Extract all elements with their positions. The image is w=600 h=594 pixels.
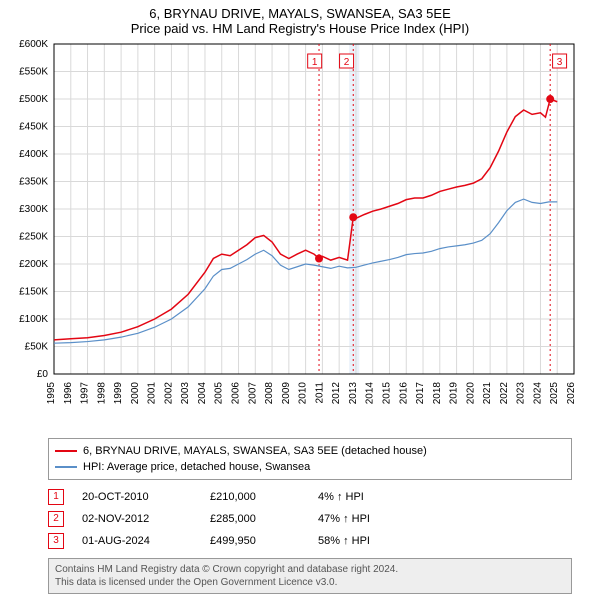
- chart: £0 £50K £100K £150K £200K £250K £300K £350K £400…: [0, 40, 600, 430]
- svg-text:2005: 2005: [214, 382, 225, 405]
- svg-text:2012: 2012: [331, 382, 342, 405]
- legend-row: 6, BRYNAU DRIVE, MAYALS, SWANSEA, SA3 5E…: [55, 443, 565, 459]
- svg-text:2017: 2017: [415, 382, 426, 405]
- svg-text:2002: 2002: [163, 382, 174, 405]
- sale-date: 20-OCT-2010: [82, 491, 192, 503]
- title-line2: Price paid vs. HM Land Registry's House …: [0, 21, 600, 36]
- sale-hpi: 58% ↑ HPI: [318, 535, 418, 547]
- svg-text:2013: 2013: [348, 382, 359, 405]
- sale-price: £210,000: [210, 491, 300, 503]
- svg-text:£200K: £200K: [19, 259, 48, 270]
- footer-line1: Contains HM Land Registry data © Crown c…: [55, 563, 565, 576]
- title-line1: 6, BRYNAU DRIVE, MAYALS, SWANSEA, SA3 5E…: [0, 6, 600, 21]
- svg-text:2022: 2022: [499, 382, 510, 405]
- svg-text:2018: 2018: [432, 382, 443, 405]
- legend-swatch: [55, 466, 77, 468]
- svg-text:2016: 2016: [398, 382, 409, 405]
- sale-date: 01-AUG-2024: [82, 535, 192, 547]
- svg-text:2006: 2006: [231, 382, 242, 405]
- svg-text:£100K: £100K: [19, 314, 48, 325]
- sale-price: £499,950: [210, 535, 300, 547]
- sale-date: 02-NOV-2012: [82, 513, 192, 525]
- svg-text:2026: 2026: [566, 382, 577, 405]
- footer: Contains HM Land Registry data © Crown c…: [48, 558, 572, 594]
- svg-text:2001: 2001: [147, 382, 158, 405]
- svg-text:2000: 2000: [130, 382, 141, 405]
- svg-text:£450K: £450K: [19, 122, 48, 133]
- legend-label: 6, BRYNAU DRIVE, MAYALS, SWANSEA, SA3 5E…: [83, 445, 427, 457]
- sale-price: £285,000: [210, 513, 300, 525]
- svg-text:2: 2: [344, 57, 350, 68]
- sale-number-box: 1: [48, 489, 64, 505]
- svg-text:3: 3: [557, 57, 563, 68]
- svg-text:2008: 2008: [264, 382, 275, 405]
- svg-text:2020: 2020: [465, 382, 476, 405]
- sale-row: 1 20-OCT-2010 £210,000 4% ↑ HPI: [48, 486, 572, 508]
- svg-text:2023: 2023: [516, 382, 527, 405]
- sale-row: 3 01-AUG-2024 £499,950 58% ↑ HPI: [48, 530, 572, 552]
- svg-text:2021: 2021: [482, 382, 493, 405]
- svg-text:1998: 1998: [96, 382, 107, 405]
- svg-text:2014: 2014: [365, 382, 376, 405]
- svg-text:1999: 1999: [113, 382, 124, 405]
- footer-line2: This data is licensed under the Open Gov…: [55, 576, 565, 589]
- svg-text:£400K: £400K: [19, 149, 48, 160]
- svg-text:1995: 1995: [46, 382, 57, 405]
- svg-text:£150K: £150K: [19, 287, 48, 298]
- legend-swatch: [55, 450, 77, 452]
- svg-text:2004: 2004: [197, 382, 208, 405]
- chart-svg: £0 £50K £100K £150K £200K £250K £300K £350K £400…: [0, 40, 600, 430]
- svg-text:2019: 2019: [449, 382, 460, 405]
- svg-text:1: 1: [312, 57, 318, 68]
- sale-hpi: 4% ↑ HPI: [318, 491, 418, 503]
- legend-label: HPI: Average price, detached house, Swan…: [83, 461, 310, 473]
- svg-text:£600K: £600K: [19, 40, 48, 50]
- svg-text:2015: 2015: [381, 382, 392, 405]
- svg-text:2011: 2011: [314, 382, 325, 404]
- sale-number-box: 2: [48, 511, 64, 527]
- svg-text:2025: 2025: [549, 382, 560, 405]
- svg-text:1997: 1997: [80, 382, 91, 405]
- legend-row: HPI: Average price, detached house, Swan…: [55, 459, 565, 475]
- legend: 6, BRYNAU DRIVE, MAYALS, SWANSEA, SA3 5E…: [48, 438, 572, 480]
- svg-text:1996: 1996: [63, 382, 74, 405]
- svg-text:2024: 2024: [532, 382, 543, 405]
- svg-text:£500K: £500K: [19, 94, 48, 105]
- svg-text:2007: 2007: [247, 382, 258, 405]
- svg-text:£0: £0: [37, 369, 49, 380]
- svg-text:£550K: £550K: [19, 67, 48, 78]
- svg-text:£350K: £350K: [19, 177, 48, 188]
- svg-text:£250K: £250K: [19, 232, 48, 243]
- sale-hpi: 47% ↑ HPI: [318, 513, 418, 525]
- svg-text:2003: 2003: [180, 382, 191, 405]
- chart-container: 6, BRYNAU DRIVE, MAYALS, SWANSEA, SA3 5E…: [0, 0, 600, 594]
- title-block: 6, BRYNAU DRIVE, MAYALS, SWANSEA, SA3 5E…: [0, 0, 600, 40]
- sales-list: 1 20-OCT-2010 £210,000 4% ↑ HPI 2 02-NOV-2012…: [48, 486, 572, 552]
- sale-number-box: 3: [48, 533, 64, 549]
- svg-text:£300K: £300K: [19, 204, 48, 215]
- svg-text:2010: 2010: [298, 382, 309, 405]
- sale-row: 2 02-NOV-2012 £285,000 47% ↑ HPI: [48, 508, 572, 530]
- svg-text:2009: 2009: [281, 382, 292, 405]
- svg-text:£50K: £50K: [25, 342, 49, 353]
